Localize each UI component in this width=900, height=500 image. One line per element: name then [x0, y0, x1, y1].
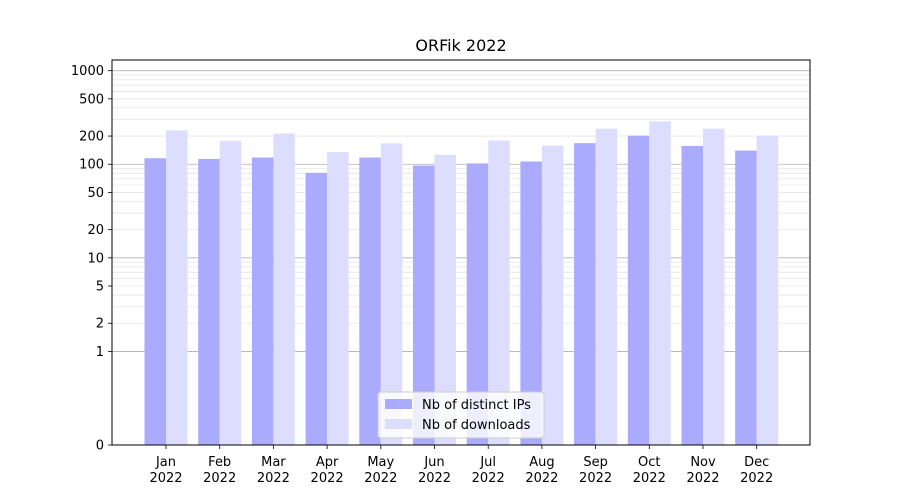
x-tick-label-year: 2022: [311, 471, 344, 486]
x-tick-label-month: Jan: [155, 455, 176, 470]
x-tick-label-month: Nov: [690, 455, 716, 470]
x-tick-label-year: 2022: [579, 471, 612, 486]
bar-nb-of-downloads: [327, 152, 349, 445]
bar-nb-of-distinct-ips: [305, 172, 328, 445]
legend-label: Nb of distinct IPs: [422, 398, 531, 413]
y-tick-label: 0: [96, 439, 104, 454]
x-tick-label-year: 2022: [149, 471, 182, 486]
bar-nb-of-distinct-ips: [198, 158, 220, 446]
x-tick-label-month: Aug: [529, 455, 554, 470]
bar-nb-of-distinct-ips: [574, 143, 596, 445]
x-tick-label-month: Oct: [638, 455, 660, 470]
bar-nb-of-distinct-ips: [681, 145, 703, 445]
bars: [144, 121, 779, 446]
x-tick-label-year: 2022: [418, 471, 451, 486]
y-tick-label: 100: [79, 158, 104, 173]
x-tick-label-year: 2022: [203, 471, 236, 486]
y-tick-label: 200: [79, 130, 104, 145]
plot-frame: [111, 59, 811, 446]
legend-swatch: [385, 419, 412, 429]
x-tick-label-month: Sep: [583, 455, 608, 470]
chart-title: ORFik 2022: [415, 36, 506, 55]
bar-nb-of-downloads: [166, 130, 188, 446]
bar-nb-of-distinct-ips: [359, 157, 381, 445]
bar-nb-of-distinct-ips: [735, 150, 757, 445]
legend-label: Nb of downloads: [422, 418, 531, 433]
legend-swatch: [385, 399, 412, 409]
bar-nb-of-downloads: [488, 140, 510, 445]
bar-nb-of-downloads: [595, 128, 618, 445]
x-tick-label-month: Jul: [479, 455, 496, 470]
x-tick-label-year: 2022: [740, 471, 773, 486]
x-tick-label-month: Apr: [316, 455, 339, 470]
x-tick-label-month: Dec: [744, 455, 769, 470]
bar-nb-of-downloads: [273, 133, 295, 445]
x-tick-label-month: Jun: [423, 455, 444, 470]
bar-nb-of-distinct-ips: [251, 157, 274, 445]
bar-nb-of-downloads: [649, 121, 671, 445]
bar-nb-of-downloads: [756, 135, 779, 445]
x-tick-label-month: May: [367, 455, 394, 470]
y-axis: 0 1 2 5 10 20 50 100 200 500 1000: [71, 64, 112, 454]
bar-nb-of-distinct-ips: [520, 161, 542, 445]
bar-nb-of-downloads: [219, 140, 242, 445]
bar-nb-of-downloads: [380, 143, 403, 446]
x-tick-label-year: 2022: [686, 471, 719, 486]
legend: Nb of distinct IPs Nb of downloads: [377, 391, 545, 439]
y-tick-label: 5: [96, 280, 104, 295]
y-tick-label: 50: [87, 186, 104, 201]
y-tick-label: 20: [87, 223, 104, 238]
legend-box: [377, 391, 545, 439]
bar-nb-of-downloads: [541, 145, 564, 445]
bar-nb-of-distinct-ips: [144, 158, 166, 446]
y-tick-label: 1000: [71, 64, 104, 79]
x-tick-label-month: Mar: [261, 455, 286, 470]
bar-nb-of-downloads: [434, 154, 456, 445]
bar-nb-of-distinct-ips: [413, 165, 435, 446]
x-tick-label-year: 2022: [633, 471, 666, 486]
y-tick-label: 2: [96, 317, 104, 332]
x-tick-label-month: Feb: [208, 455, 231, 470]
x-tick-label-year: 2022: [472, 471, 505, 486]
bar-nb-of-distinct-ips: [466, 163, 489, 445]
bar-nb-of-downloads: [703, 128, 725, 445]
y-tick-label: 1: [96, 345, 104, 360]
y-tick-label: 10: [87, 251, 104, 266]
x-axis: Jan2022Feb2022Mar2022Apr2022May2022Jun20…: [149, 445, 773, 486]
x-tick-label-year: 2022: [257, 471, 290, 486]
x-tick-label-year: 2022: [364, 471, 397, 486]
x-tick-label-year: 2022: [525, 471, 558, 486]
y-tick-label: 500: [79, 92, 104, 107]
bar-nb-of-distinct-ips: [627, 135, 650, 445]
